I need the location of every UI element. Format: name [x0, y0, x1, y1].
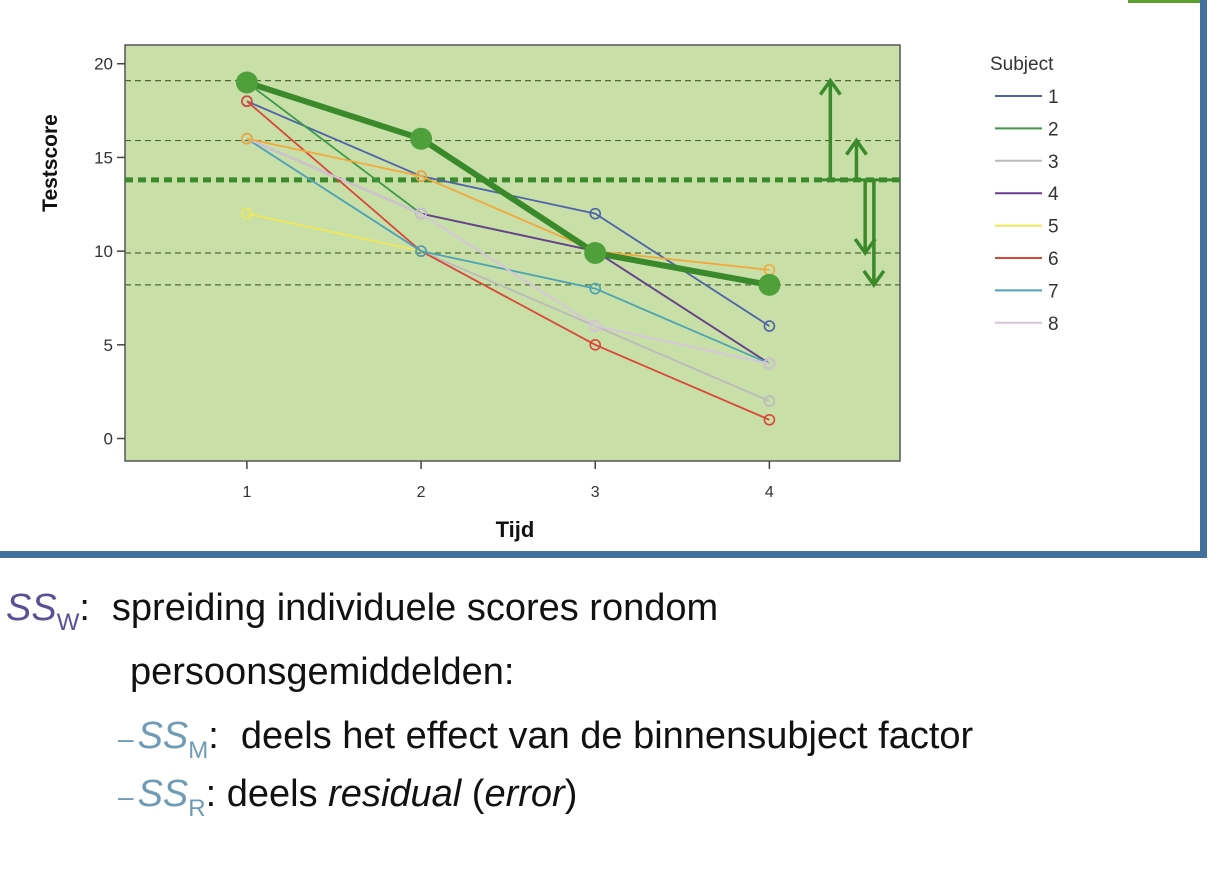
series-point-8-4	[763, 357, 776, 370]
legend-label-6: 6	[1048, 249, 1059, 270]
y-tick-label-4: 15	[94, 148, 113, 167]
x-tick-label-4: 4	[765, 484, 774, 501]
series-point-7-3	[589, 282, 602, 295]
frame-bottom-border	[0, 551, 1207, 558]
error-term: error	[484, 773, 565, 815]
series-point-3-4	[763, 395, 776, 407]
highlight-point-4	[758, 273, 781, 296]
legend-label-4: 4	[1048, 184, 1059, 205]
corner-accent	[1128, 0, 1200, 3]
series-point-1-3	[589, 207, 602, 220]
y-tick-label-3: 10	[94, 242, 113, 261]
highlight-point-2	[410, 127, 433, 150]
ssw-description: spreiding individuele scores rondom	[111, 587, 719, 629]
legend-label-8: 8	[1048, 314, 1059, 335]
series-point-5-1	[241, 207, 253, 220]
series-point-1-4	[763, 320, 776, 332]
legend-label-1: 1	[1048, 87, 1059, 108]
series-point-8-3	[589, 320, 602, 332]
series-line-9	[246, 137, 770, 271]
ssm-symbol: SSM	[137, 715, 209, 764]
highlight-point-3	[584, 242, 607, 264]
highlight-point-1	[235, 71, 258, 94]
arrow-head-2	[845, 137, 868, 156]
y-tick-label-5: 20	[94, 55, 113, 74]
series-line-8	[246, 137, 770, 365]
caption-line-persoon: persoonsgemiddelden:	[130, 651, 515, 693]
y-axis-label: Testscore	[39, 114, 62, 212]
plot-background	[124, 44, 901, 462]
x-tick-label-2: 2	[417, 484, 426, 501]
series-point-6-3	[589, 339, 602, 351]
residual-term: residual	[328, 773, 462, 815]
arrow-head-1	[818, 77, 842, 96]
x-tick-label-3: 3	[591, 484, 600, 501]
arrow-head-4	[862, 269, 886, 288]
y-tick-label-2: 5	[104, 336, 113, 355]
legend-title: Subject	[990, 54, 1054, 75]
series-point-6-1	[241, 95, 253, 108]
frame-right-border	[1200, 0, 1207, 558]
y-tick-label-1: 0	[104, 430, 113, 449]
ssm-description: deels het effect van de binnensubject fa…	[240, 715, 974, 757]
legend-label-3: 3	[1048, 152, 1059, 173]
highlight-line	[245, 79, 770, 288]
caption-line-ssr: – SSR: deels residual (error)	[118, 773, 578, 822]
legend-label-2: 2	[1048, 119, 1059, 140]
ssr-symbol: SSR	[137, 773, 206, 822]
x-axis-label: Tijd	[496, 517, 535, 542]
series-point-6-4	[763, 413, 776, 426]
series-point-8-2	[415, 207, 427, 220]
series-point-7-2	[415, 245, 427, 257]
series-point-9-1	[241, 132, 253, 145]
legend-label-5: 5	[1048, 217, 1059, 238]
caption-line-ssw: SSW: spreiding individuele scores rondom	[6, 587, 719, 636]
legend-label-7: 7	[1048, 281, 1059, 302]
x-tick-label-1: 1	[242, 484, 251, 501]
chart: 0 5 10 15 20 1 2 3 4 Testscore Tijd Subject 1 2 3 4…	[39, 44, 1059, 542]
arrow-head-3	[853, 237, 877, 257]
ssw-symbol: SSW	[6, 587, 80, 636]
series-point-9-2	[415, 170, 427, 182]
caption-line-ssm: – SSM: deels het effect van de binnensubje…	[118, 715, 974, 764]
